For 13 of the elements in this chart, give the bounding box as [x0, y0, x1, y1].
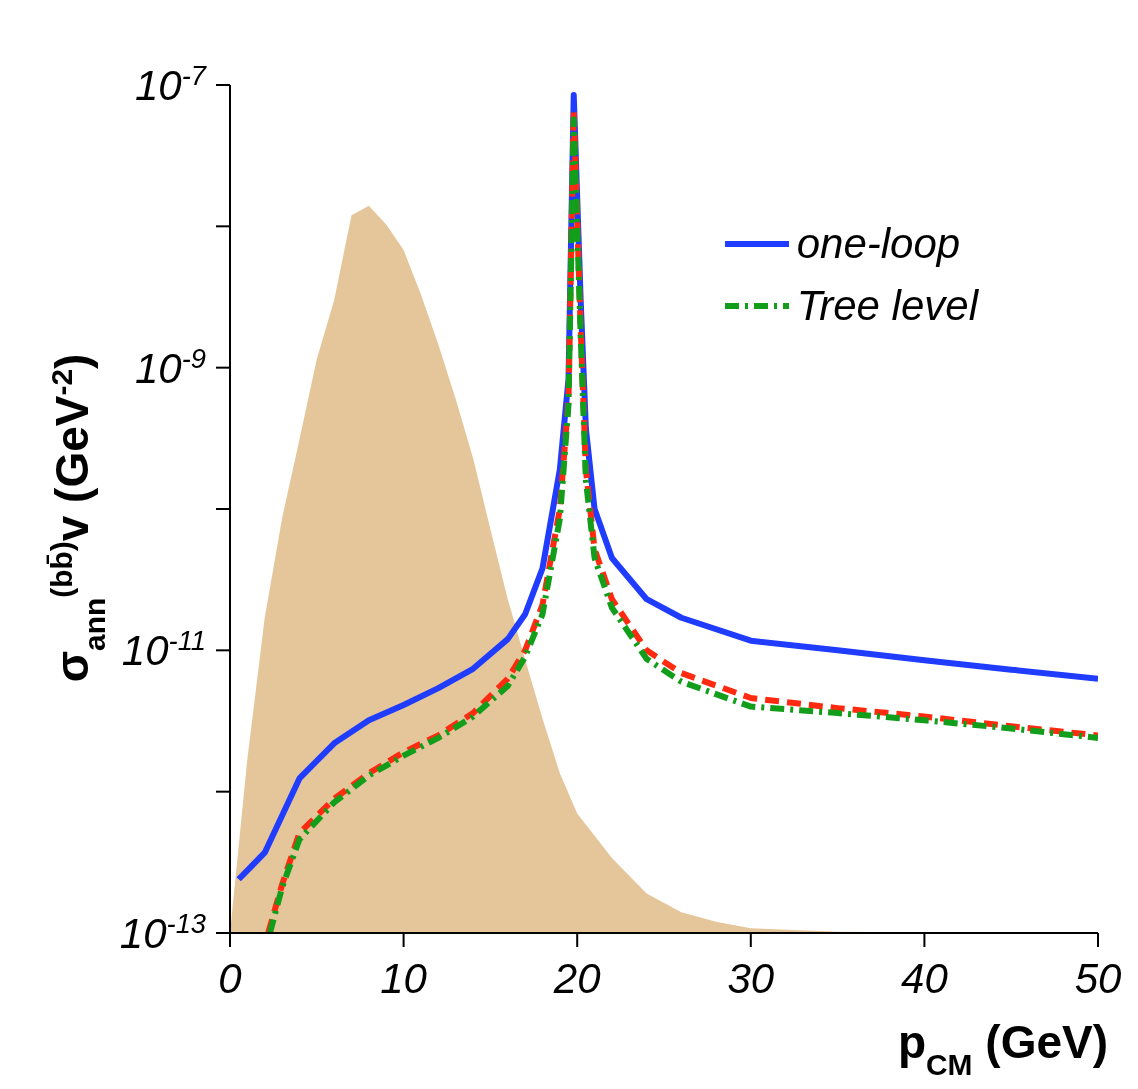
legend-label: one-loop	[796, 220, 961, 268]
x-tick-label: 40	[901, 955, 949, 1002]
x-tick-label: 50	[1074, 955, 1122, 1002]
y-tick-label: 10$^{-7}$	[135, 59, 208, 109]
legend-label: Tree level	[796, 282, 978, 330]
x-tick-label: 30	[727, 955, 775, 1002]
x-tick-label: 0	[218, 955, 243, 1002]
x-tick-label: 10	[380, 955, 428, 1002]
y-tick-label: 10$^{-13}$	[119, 907, 206, 957]
y-tick-label: 10$^{-11}$	[121, 624, 206, 675]
y-tick-label: 10$^{-9}$	[135, 342, 206, 392]
x-tick-label: 20	[552, 955, 602, 1002]
x-axis-title: p$_{CM}$ (GeV)	[897, 1016, 1108, 1081]
